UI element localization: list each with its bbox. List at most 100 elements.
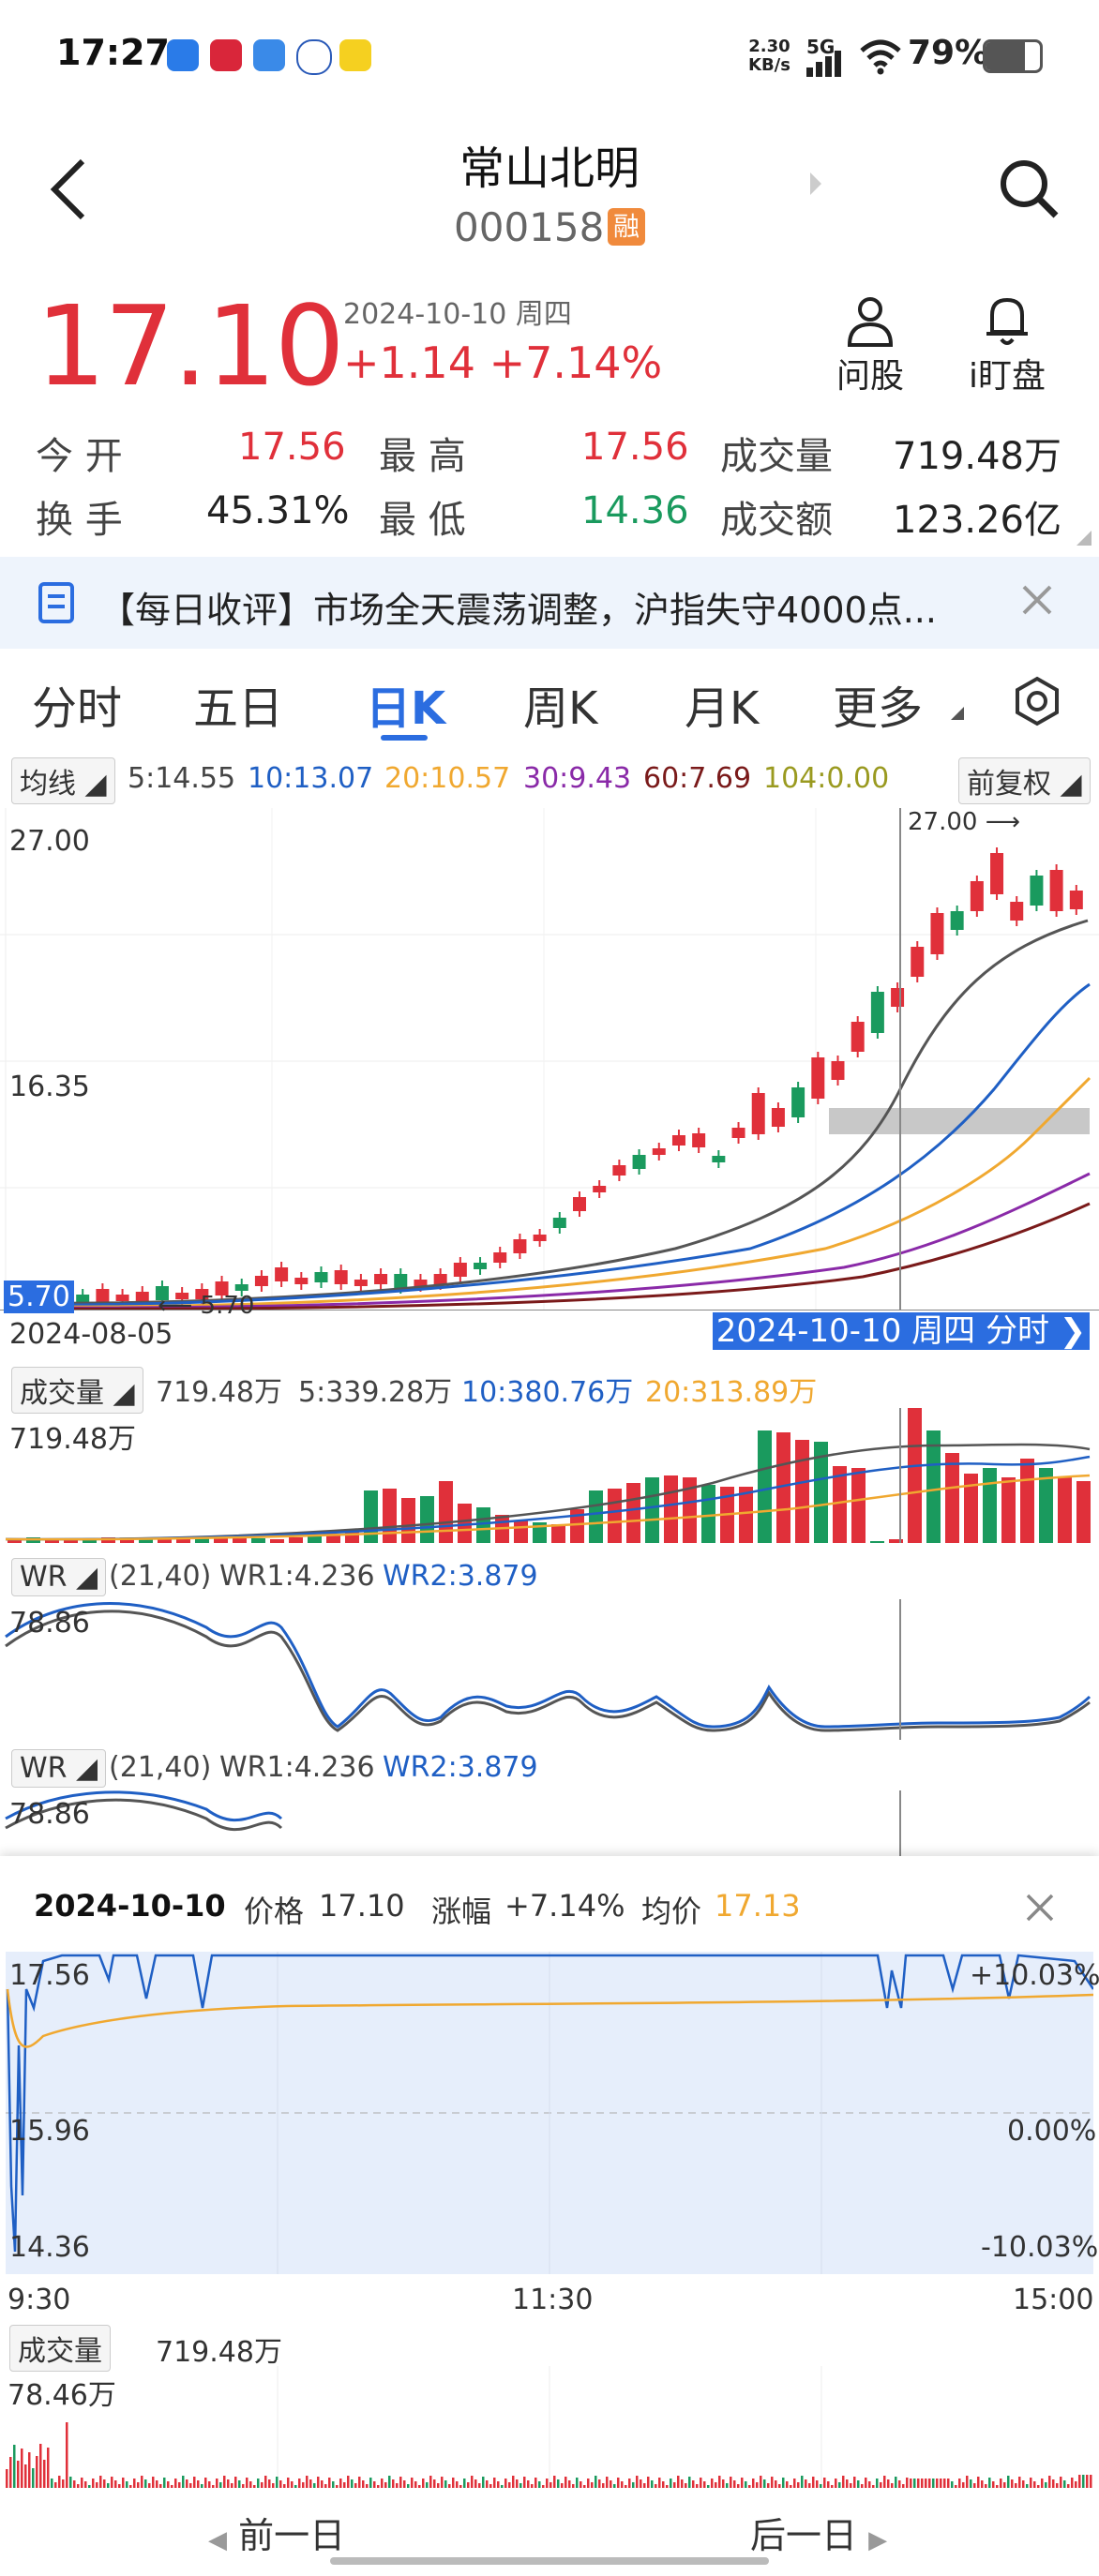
intraday-volume-bar bbox=[212, 2485, 215, 2488]
ma-selector[interactable]: 均线 ◢ bbox=[11, 757, 115, 804]
volume-bar bbox=[364, 1490, 378, 1543]
intraday-time-end: 15:00 bbox=[1013, 2284, 1094, 2316]
wr1-line bbox=[5, 1610, 1091, 1732]
prev-day-button[interactable]: ◀ 前一日 bbox=[208, 2515, 346, 2556]
volume-bar bbox=[458, 1504, 472, 1543]
intraday-volume-bar bbox=[193, 2477, 196, 2488]
wr-chart[interactable] bbox=[0, 1599, 1099, 1740]
intraday-volume-bar bbox=[662, 2481, 665, 2488]
intraday-volume-bar bbox=[700, 2478, 702, 2488]
intraday-volume-bar bbox=[842, 2476, 845, 2488]
intraday-volume-bar bbox=[647, 2477, 650, 2488]
intraday-volume-bar bbox=[1071, 2478, 1074, 2488]
tab-more[interactable]: 更多 bbox=[833, 682, 924, 735]
volume-bar bbox=[158, 1539, 172, 1543]
intraday-volume-bar bbox=[1037, 2485, 1040, 2488]
expand-corner-icon[interactable] bbox=[1076, 531, 1091, 546]
back-icon[interactable] bbox=[47, 157, 88, 221]
intraday-volume-bar bbox=[152, 2477, 155, 2488]
intraday-pct-mid: 0.00% bbox=[1007, 2115, 1097, 2148]
intraday-volume-bar bbox=[354, 2483, 357, 2488]
intraday-volume-bar bbox=[32, 2468, 35, 2488]
tab-intraday[interactable]: 分时 bbox=[32, 682, 123, 735]
tab-monthly-k[interactable]: 月K bbox=[685, 682, 760, 735]
intraday-volume-bar bbox=[523, 2477, 526, 2488]
kline-start-date: 2024-08-05 bbox=[9, 1318, 173, 1351]
tab-daily-k[interactable]: 日K bbox=[366, 682, 446, 735]
volume-bar bbox=[851, 1468, 866, 1543]
intraday-volume-bar bbox=[103, 2479, 106, 2488]
margin-badge: 融 bbox=[608, 208, 645, 246]
intraday-volume-bar bbox=[527, 2480, 530, 2488]
intraday-volume-bar bbox=[970, 2479, 972, 2488]
low-value: 14.36 bbox=[581, 489, 689, 532]
intraday-volume-bar bbox=[576, 2478, 579, 2488]
intraday-price-label: 价格 bbox=[244, 1894, 305, 1929]
intraday-volume-bar bbox=[782, 2478, 785, 2488]
intraday-volume-chip[interactable]: 成交量 bbox=[9, 2325, 111, 2372]
intraday-volume-bar bbox=[1063, 2480, 1066, 2488]
intraday-volume-bar bbox=[958, 2479, 961, 2488]
volume-bar bbox=[308, 1535, 322, 1543]
volume-today: 719.48万 bbox=[156, 1376, 282, 1409]
wr-chart-2[interactable] bbox=[0, 1790, 1099, 1856]
watch-button[interactable]: i盯盘 bbox=[962, 292, 1052, 397]
intraday-volume-bar bbox=[332, 2481, 335, 2488]
adjust-selector[interactable]: 前复权 ◢ bbox=[958, 757, 1091, 804]
intraday-volume-bar bbox=[6, 2469, 8, 2488]
kline-chart[interactable] bbox=[0, 808, 1099, 1310]
news-banner[interactable]: 【每日收评】市场全天震荡调整，沪指失守4000点... bbox=[0, 557, 1099, 649]
wr-indicator-selector[interactable]: WR ◢ bbox=[11, 1558, 107, 1596]
intraday-volume-bar bbox=[805, 2479, 807, 2488]
intraday-volume-bar bbox=[351, 2479, 354, 2488]
settings-icon[interactable] bbox=[1011, 675, 1063, 727]
volume-bar bbox=[739, 1487, 753, 1543]
high-value: 17.56 bbox=[581, 426, 689, 469]
next-day-button[interactable]: 后一日 ▶ bbox=[750, 2515, 888, 2556]
intraday-volume-bar bbox=[1041, 2479, 1044, 2488]
intraday-volume-bar bbox=[313, 2483, 316, 2488]
intraday-volume-bar bbox=[204, 2478, 207, 2488]
volume-chart[interactable] bbox=[0, 1408, 1099, 1543]
amount-value: 123.26亿 bbox=[893, 499, 1061, 542]
intraday-volume-bar bbox=[77, 2484, 80, 2488]
open-value: 17.56 bbox=[238, 426, 346, 469]
intraday-volume-bar bbox=[504, 2479, 507, 2488]
intraday-volume-bar bbox=[988, 2478, 991, 2488]
intraday-volume-chart[interactable] bbox=[6, 2366, 1093, 2488]
close-icon[interactable] bbox=[1024, 1892, 1056, 1924]
volume-bar bbox=[514, 1520, 528, 1543]
intraday-volume-bar bbox=[816, 2480, 819, 2488]
tab-weekly-k[interactable]: 周K bbox=[523, 682, 598, 735]
intraday-volume-bar bbox=[253, 2485, 256, 2488]
intraday-volume-bar bbox=[692, 2480, 695, 2488]
volume-bar bbox=[570, 1509, 584, 1543]
wr-indicator-selector-2[interactable]: WR ◢ bbox=[11, 1749, 107, 1788]
intraday-volume-bar bbox=[144, 2479, 147, 2488]
next-stock-icon[interactable] bbox=[806, 169, 825, 199]
intraday-volume-bar bbox=[861, 2484, 864, 2488]
intraday-volume-bar bbox=[302, 2482, 305, 2488]
ma60-value: 60:7.69 bbox=[643, 762, 752, 795]
intraday-chart[interactable] bbox=[6, 1952, 1093, 2274]
crosshair-date-button[interactable]: 2024-10-10 周四 分时 ❯ bbox=[713, 1312, 1090, 1350]
intraday-volume-bar bbox=[403, 2480, 406, 2488]
intraday-volume-bar bbox=[456, 2481, 459, 2488]
intraday-volume-bar bbox=[448, 2484, 451, 2488]
volume-bar bbox=[1076, 1481, 1091, 1543]
wr-params-2: (21,40) bbox=[109, 1751, 212, 1784]
close-icon[interactable] bbox=[1020, 583, 1054, 617]
search-icon[interactable] bbox=[998, 157, 1061, 221]
intraday-avg-label: 均价 bbox=[641, 1894, 702, 1929]
intraday-volume-bar bbox=[932, 2479, 935, 2488]
volume-bar bbox=[439, 1481, 453, 1543]
intraday-volume-bar bbox=[602, 2483, 605, 2488]
volume-bar bbox=[1020, 1459, 1034, 1543]
ask-stock-button[interactable]: 问股 bbox=[833, 292, 908, 397]
app-notification-icon bbox=[210, 39, 242, 71]
volume-indicator-selector[interactable]: 成交量 ◢ bbox=[11, 1367, 143, 1414]
intraday-volume-bar bbox=[234, 2477, 237, 2488]
intraday-volume-bar bbox=[808, 2483, 811, 2488]
tab-five-day[interactable]: 五日 bbox=[193, 682, 284, 735]
intraday-volume-bar bbox=[996, 2485, 999, 2488]
